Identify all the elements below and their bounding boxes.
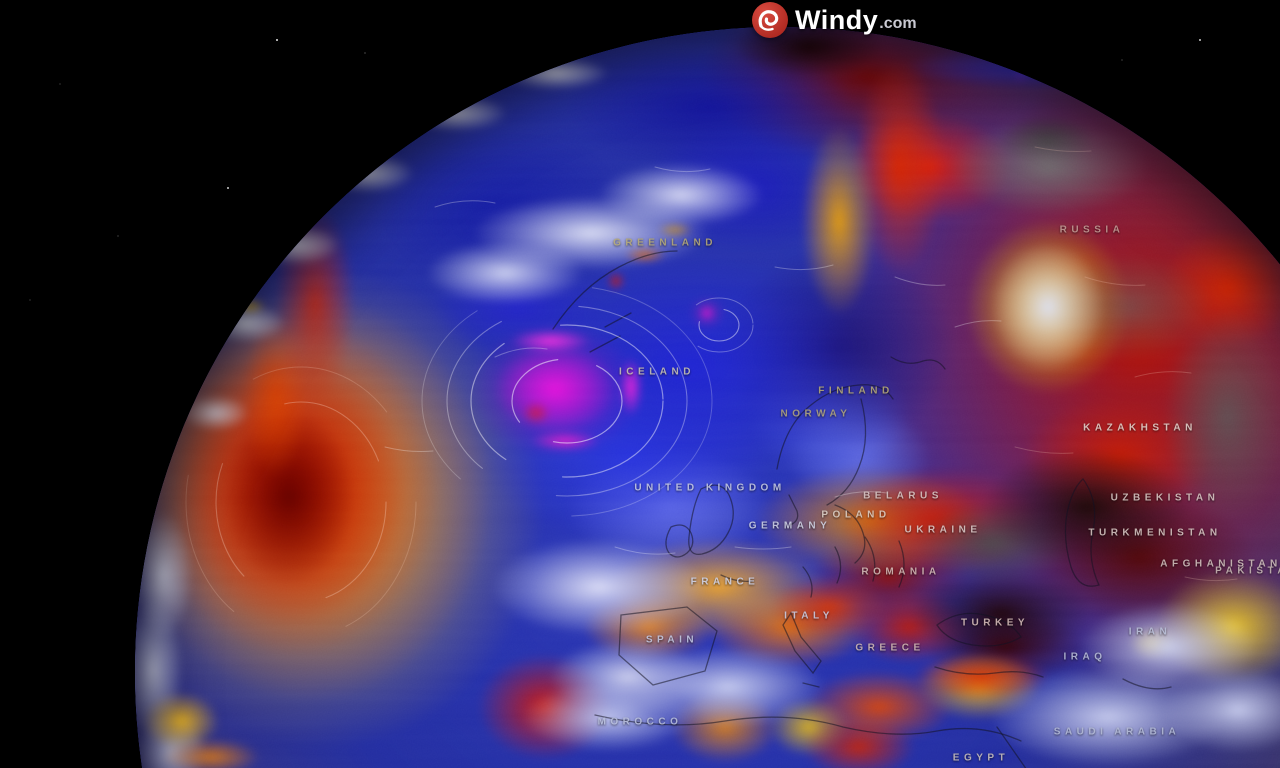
windy-logo[interactable]: Windy .com [752,2,917,38]
star [117,235,119,237]
windy-logo-text: Windy .com [795,4,917,36]
windy-logo-circle [752,2,788,38]
windy-swirl-icon [758,10,779,31]
globe[interactable] [135,27,1280,768]
temperature-anomaly-field [135,27,1280,768]
windy-brand: Windy [795,4,879,35]
star [59,83,61,85]
star [29,299,31,301]
windy-tld: .com [879,15,917,33]
